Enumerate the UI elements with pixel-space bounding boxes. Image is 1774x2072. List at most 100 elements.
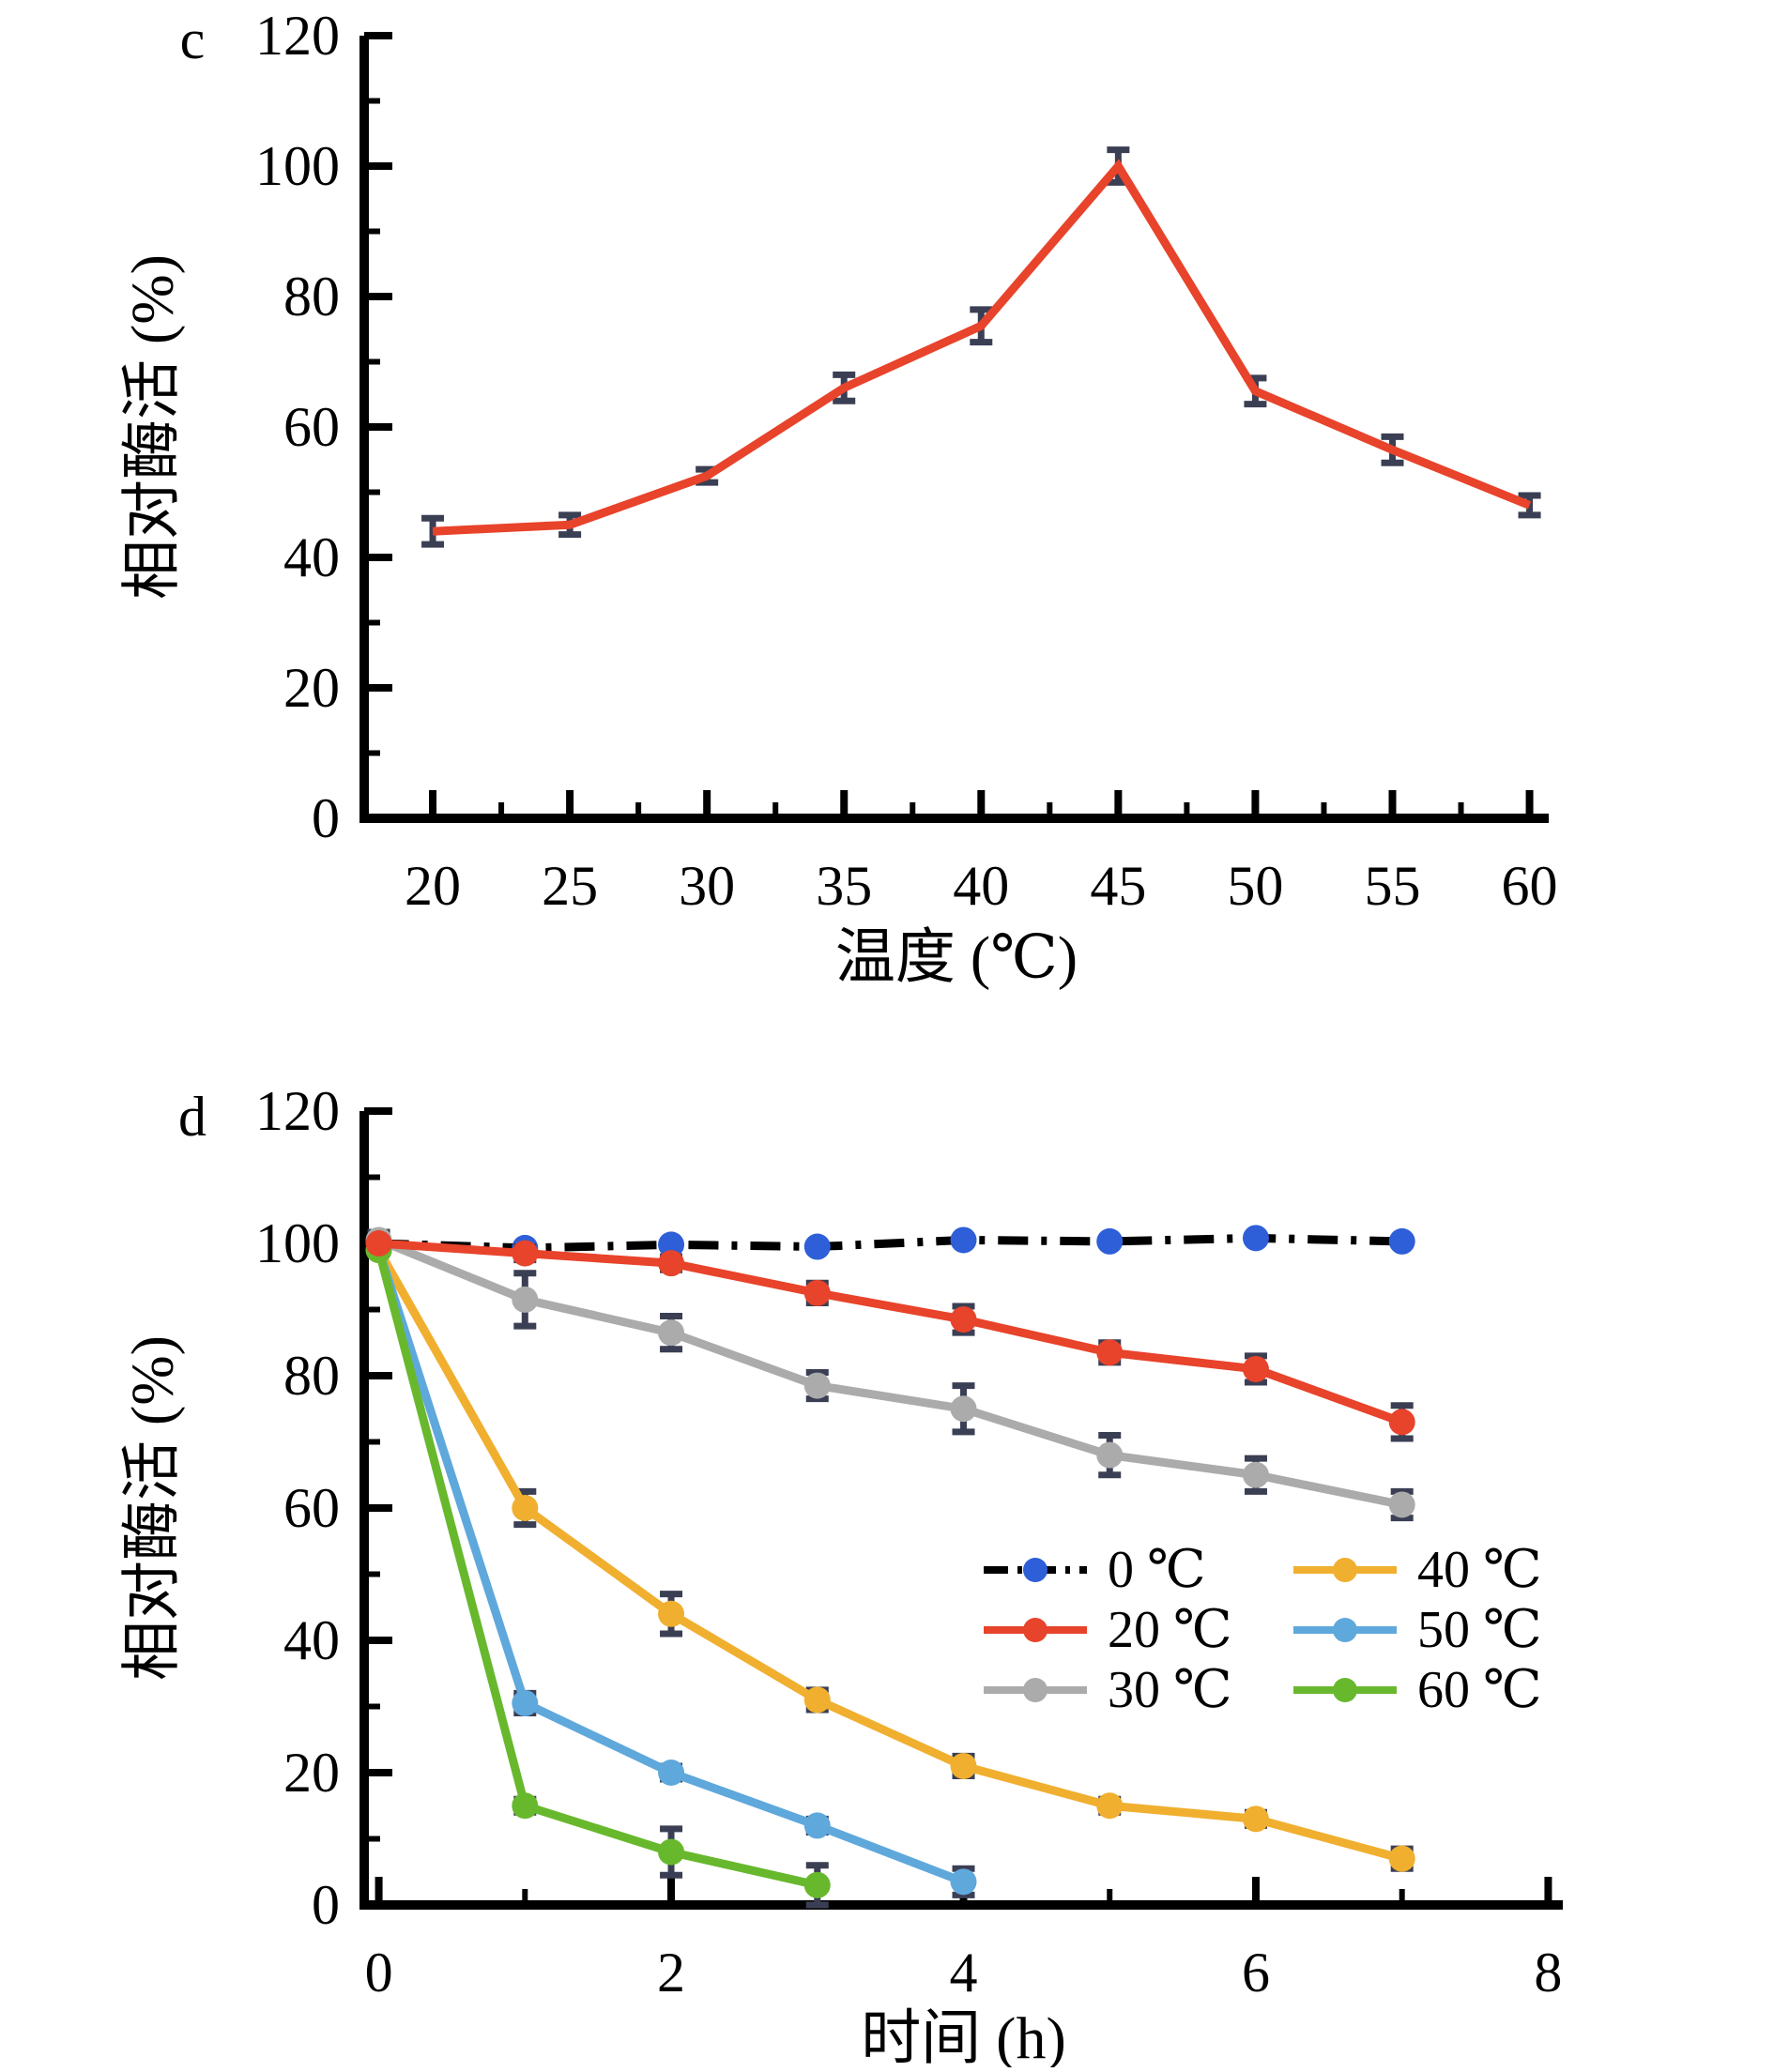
data-point — [803, 1686, 831, 1714]
data-point — [1388, 1227, 1415, 1255]
data-point — [1242, 1355, 1269, 1382]
legend-entry-series-30C: 30 ℃ — [984, 1661, 1232, 1719]
x-tick-label: 4 — [950, 1942, 978, 2003]
data-point — [658, 1600, 685, 1627]
data-point — [512, 1495, 539, 1521]
data-point — [1242, 1805, 1269, 1833]
panel-c-x-axis-title: 温度 (℃) — [835, 924, 1078, 991]
data-point — [1096, 1441, 1124, 1469]
panel-d: 0 20 40 60 80 100 120 0 2 4 6 8 时间 (h) 相对酶活 (%) d 0 ℃20… — [119, 1080, 1563, 2072]
legend-entry-series-20C: 20 ℃ — [984, 1601, 1232, 1659]
legend-label: 60 ℃ — [1417, 1661, 1542, 1719]
data-point — [365, 1230, 392, 1257]
data-point — [512, 1792, 539, 1820]
legend-entry-series-50C: 50 ℃ — [1293, 1601, 1542, 1659]
data-point — [803, 1372, 831, 1399]
panel-d-series-40C — [365, 1237, 1415, 1872]
data-point — [803, 1812, 831, 1839]
x-tick-label: 0 — [365, 1942, 393, 2003]
x-tick-label: 25 — [542, 855, 598, 917]
y-tick-label: 60 — [283, 396, 340, 458]
y-tick-label: 80 — [283, 1345, 340, 1407]
data-point — [803, 1279, 831, 1306]
data-point — [1096, 1339, 1124, 1366]
y-tick-label: 0 — [312, 1874, 340, 1936]
panel-d-y-axis-title: 相对酶活 (%) — [119, 1335, 186, 1681]
x-tick-label: 30 — [679, 855, 735, 917]
legend-label: 30 ℃ — [1108, 1661, 1232, 1719]
y-tick-label: 120 — [255, 1080, 340, 1142]
y-tick-label: 60 — [283, 1477, 340, 1539]
data-point — [1242, 1225, 1269, 1252]
panel-d-series-20C — [365, 1230, 1415, 1442]
y-tick-label: 80 — [283, 266, 340, 328]
panel-d-series-0C — [365, 1225, 1415, 1261]
x-tick-label: 2 — [657, 1942, 685, 2003]
y-tick-label: 20 — [283, 657, 340, 719]
panel-letter-c: c — [180, 8, 206, 70]
y-tick-label: 40 — [283, 526, 340, 588]
x-tick-label: 40 — [953, 855, 1009, 917]
x-tick-label: 8 — [1534, 1942, 1562, 2003]
data-point — [658, 1250, 685, 1277]
x-tick-label: 6 — [1242, 1942, 1270, 2003]
legend-label: 0 ℃ — [1108, 1541, 1206, 1599]
data-point — [512, 1286, 539, 1313]
panel-c-y-axis: 0 20 40 60 80 100 120 — [255, 5, 392, 849]
series-line — [378, 1239, 1404, 1426]
panel-c: 0 20 40 60 80 100 120 20 25 30 35 40 45 50 55 60 温度 (℃) 相… — [119, 5, 1558, 991]
data-point — [1096, 1792, 1124, 1820]
legend-label: 50 ℃ — [1417, 1601, 1542, 1659]
legend-marker — [1333, 1678, 1357, 1702]
panel-d-series-60C — [365, 1237, 831, 1909]
data-point — [950, 1868, 977, 1896]
data-point — [658, 1231, 685, 1258]
x-tick-label: 35 — [816, 855, 872, 917]
data-point — [950, 1306, 977, 1333]
legend-label: 20 ℃ — [1108, 1601, 1232, 1659]
data-point — [658, 1838, 685, 1866]
y-tick-label: 120 — [255, 5, 340, 67]
legend-marker — [1333, 1558, 1357, 1582]
data-point — [512, 1689, 539, 1716]
panel-c-axes — [359, 36, 1549, 823]
legend-entry-series-0C: 0 ℃ — [984, 1541, 1206, 1599]
panel-letter-d: d — [178, 1086, 206, 1148]
y-tick-label: 100 — [255, 1212, 340, 1274]
panel-d-series-50C — [365, 1237, 977, 1898]
data-point — [1096, 1227, 1124, 1255]
panel-c-x-axis: 20 25 30 35 40 45 50 55 60 — [405, 790, 1558, 917]
series-line — [376, 1236, 1403, 1509]
panel-d-x-axis: 0 2 4 6 8 — [365, 1877, 1562, 2003]
legend-label: 40 ℃ — [1417, 1541, 1542, 1599]
legend-marker — [1023, 1678, 1048, 1702]
y-tick-label: 100 — [255, 135, 340, 197]
legend-entry-series-40C: 40 ℃ — [1293, 1541, 1542, 1599]
legend-marker — [1023, 1618, 1048, 1642]
legend-entry-series-60C: 60 ℃ — [1293, 1661, 1542, 1719]
panel-c-relative-activity — [421, 146, 1541, 548]
series-line — [378, 1233, 1402, 1253]
data-point — [1388, 1491, 1415, 1518]
data-point — [1388, 1409, 1415, 1436]
series-line — [432, 159, 1532, 536]
legend-marker — [1333, 1618, 1357, 1642]
panel-d-y-axis: 0 20 40 60 80 100 120 — [255, 1080, 392, 1936]
data-point — [512, 1240, 539, 1267]
data-point — [658, 1319, 685, 1347]
data-point — [950, 1395, 977, 1423]
data-point — [1242, 1461, 1269, 1488]
data-point — [803, 1233, 831, 1260]
y-tick-label: 40 — [283, 1609, 340, 1671]
data-point — [950, 1226, 977, 1254]
panel-d-legend: 0 ℃20 ℃30 ℃ 40 ℃50 ℃60 ℃ — [984, 1541, 1542, 1719]
x-tick-label: 60 — [1502, 855, 1558, 917]
x-tick-label: 45 — [1090, 855, 1146, 917]
x-tick-label: 50 — [1227, 855, 1283, 917]
y-tick-label: 0 — [312, 787, 340, 849]
panel-c-y-axis-title: 相对酶活 (%) — [119, 254, 186, 600]
data-point — [803, 1871, 831, 1898]
data-point — [950, 1752, 977, 1779]
series-line — [375, 1247, 1403, 1863]
